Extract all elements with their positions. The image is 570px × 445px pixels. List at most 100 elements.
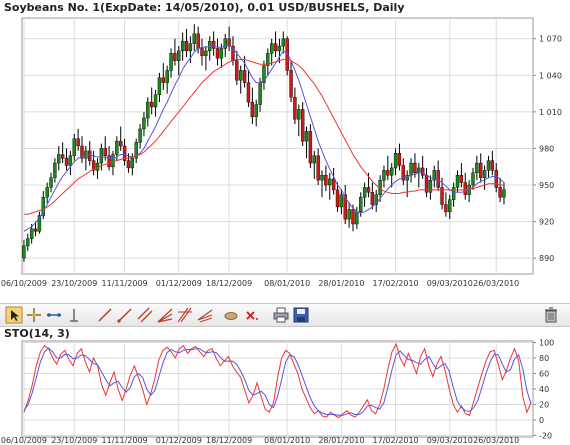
price-axis: 890 920 950 980 1 010 1 040 1 070	[533, 35, 562, 263]
date-tick-label: 11/11/2009	[102, 279, 148, 288]
candle-body	[347, 209, 351, 220]
candle-body	[331, 178, 336, 191]
candle-body	[122, 145, 127, 161]
candle-body	[289, 70, 293, 98]
date-tick-label: 26/03/2010	[473, 279, 519, 288]
sto-line	[23, 342, 532, 419]
sto-date-tick-label: 09/03/2010	[427, 436, 473, 445]
candle-body	[211, 40, 216, 49]
candle-body	[49, 177, 53, 188]
candle-body	[359, 196, 363, 213]
candle-body	[246, 82, 251, 103]
candle-body	[258, 82, 262, 105]
candle-body	[188, 43, 193, 52]
candle-body	[277, 45, 282, 52]
candle-body	[45, 187, 49, 198]
date-tick-label: 23/10/2009	[51, 279, 97, 288]
candle-body	[440, 187, 444, 205]
trash-icon[interactable]	[542, 306, 560, 324]
sto-date-tick-label: 01/12/2009	[156, 436, 202, 445]
sto-plot-area	[21, 340, 534, 438]
price-tick-label: 1 040	[539, 71, 562, 80]
date-tick-label: 09/03/2010	[427, 279, 473, 288]
date-tick-label: 28/01/2010	[318, 279, 364, 288]
moving-average-lines	[23, 44, 505, 232]
candle-body	[262, 65, 266, 83]
candle-body	[88, 150, 92, 161]
ray-line-icon[interactable]	[116, 306, 134, 324]
sto-tick-label: -20	[539, 431, 552, 440]
candle-body	[146, 101, 150, 119]
candle-body	[451, 187, 456, 200]
sto-tick-label: 60	[539, 370, 549, 379]
candle-body	[479, 162, 483, 178]
candle-body	[161, 77, 165, 83]
candle-body	[68, 155, 73, 166]
price-tick-label: 1 010	[539, 108, 562, 117]
candle-body	[409, 162, 413, 176]
sto-tick-label: 0	[539, 416, 544, 425]
fan-icon[interactable]	[156, 306, 174, 324]
sto-date-tick-label: 26/03/2010	[473, 436, 519, 445]
candle-body	[72, 138, 76, 156]
candle-body	[84, 150, 88, 159]
price-tick-label: 920	[539, 218, 554, 227]
sto-date-tick-label: 23/10/2009	[51, 436, 97, 445]
candle-body	[386, 170, 390, 176]
crosshair-icon[interactable]	[25, 306, 43, 324]
candle-body	[390, 167, 394, 176]
cloud-icon[interactable]	[222, 306, 240, 324]
candle-body	[393, 153, 398, 169]
candle-body	[324, 175, 328, 186]
candle-body	[103, 148, 107, 156]
candle-body	[297, 109, 301, 120]
candle-body	[180, 40, 185, 52]
candle-body	[242, 70, 247, 83]
candle-body	[494, 170, 498, 188]
delete-x-icon[interactable]	[242, 306, 260, 324]
candle-body	[29, 228, 34, 239]
pin-icon[interactable]	[65, 306, 83, 324]
candle-body	[428, 179, 433, 193]
candle-body	[382, 170, 386, 181]
fibonacci-icon[interactable]	[176, 306, 194, 324]
candle-body	[26, 238, 30, 247]
candle-body	[169, 53, 173, 71]
candle-body	[285, 38, 289, 71]
candle-body	[281, 38, 286, 47]
date-tick-label: 18/12/2009	[206, 279, 252, 288]
price-tick-label: 890	[539, 254, 554, 263]
sto-date-axis: 06/10/2009 23/10/2009 11/11/2009 01/12/2009…	[1, 436, 519, 445]
candle-body	[119, 140, 123, 147]
price-tick-label: 1 070	[539, 35, 562, 44]
candle-body	[355, 211, 359, 225]
candle-body	[138, 128, 142, 143]
channel-icon[interactable]	[136, 306, 154, 324]
moving-average-line	[23, 58, 504, 215]
print-icon[interactable]	[272, 306, 290, 324]
candle-body	[254, 104, 258, 117]
price-chart[interactable]: 890 920 950 980 1 010 1 040 1 070 06/10/2009 23…	[0, 0, 570, 303]
candle-body	[304, 131, 309, 142]
candle-body	[463, 182, 467, 195]
sto-lines	[23, 342, 532, 419]
date-tick-label: 08/01/2010	[264, 279, 310, 288]
candle-body	[475, 162, 479, 174]
candle-body	[320, 175, 324, 181]
sto-grid	[22, 341, 533, 437]
sto-date-tick-label: 11/11/2009	[102, 436, 148, 445]
candle-body	[53, 162, 57, 178]
sto-tick-label: 80	[539, 354, 549, 363]
candle-body	[165, 70, 169, 83]
candle-body	[91, 160, 96, 171]
arrow-line-icon[interactable]	[45, 306, 63, 324]
candle-body	[134, 142, 138, 159]
pitchfork-icon[interactable]	[196, 306, 214, 324]
cursor-icon[interactable]	[5, 306, 23, 324]
candle-body	[215, 48, 220, 59]
candle-body	[351, 209, 355, 225]
save-icon[interactable]	[292, 306, 310, 324]
candle-body	[343, 194, 347, 220]
candle-body	[266, 53, 270, 66]
trend-line-icon[interactable]	[96, 306, 114, 324]
